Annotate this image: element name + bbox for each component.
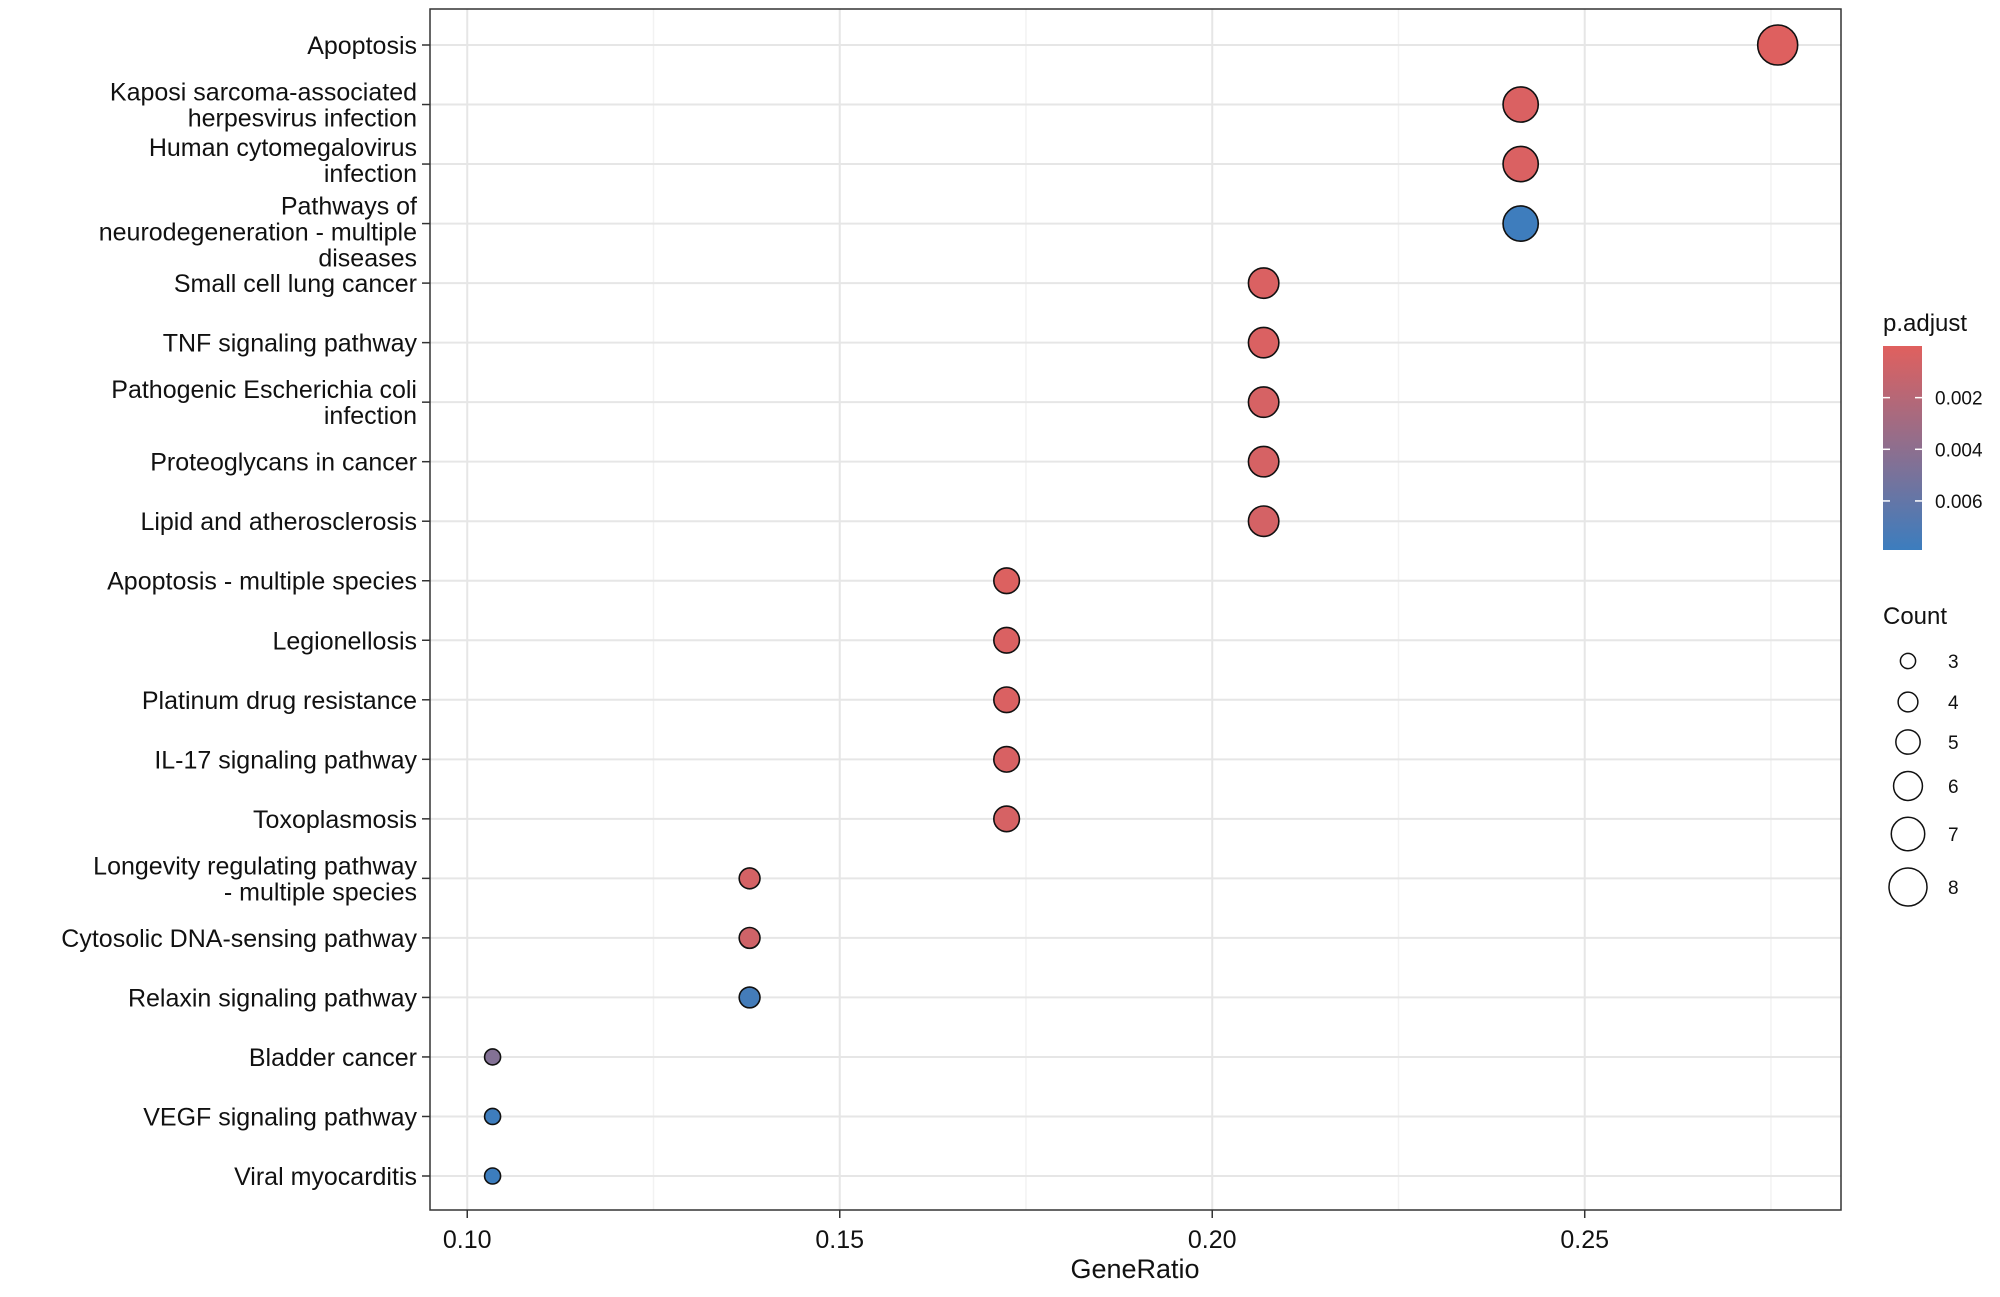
data-point: [483, 1048, 502, 1066]
data-point: [993, 567, 1021, 595]
y-tick-label: herpesvirus infection: [188, 105, 417, 133]
data-point: [1502, 86, 1540, 123]
y-tick-label: VEGF signaling pathway: [143, 1103, 417, 1131]
y-tick-label: Relaxin signaling pathway: [128, 984, 418, 1012]
size-legend-label: 7: [1948, 825, 1959, 846]
data-point: [1247, 326, 1280, 359]
y-tick-label: Toxoplasmosis: [253, 806, 417, 834]
y-tick-label: Kaposi sarcoma-associated: [110, 79, 417, 107]
x-tick-label: 0.20: [1188, 1226, 1237, 1254]
y-tick-label: Small cell lung cancer: [174, 270, 417, 298]
panel-background: [430, 9, 1841, 1210]
data-point: [993, 805, 1021, 833]
y-tick-label: Cytosolic DNA-sensing pathway: [61, 925, 417, 953]
data-point: [483, 1107, 502, 1126]
y-tick-label: Human cytomegalovirus: [149, 134, 417, 162]
y-tick-label: Legionellosis: [272, 627, 417, 655]
color-bar-tick-label: 0.006: [1935, 492, 1983, 513]
y-tick-label: infection: [324, 160, 417, 188]
data-points: [483, 24, 1799, 1185]
y-tick-label: - multiple species: [224, 878, 417, 906]
x-axis-title: GeneRatio: [1070, 1254, 1199, 1284]
data-point: [1247, 386, 1280, 419]
y-tick-label: Platinum drug resistance: [142, 687, 417, 715]
y-tick-label: infection: [324, 402, 417, 430]
y-tick-label: neurodegeneration - multiple: [99, 219, 417, 247]
data-point: [738, 926, 761, 950]
y-tick-label: Apoptosis - multiple species: [107, 568, 417, 596]
size-legend-label: 8: [1948, 878, 1959, 899]
size-legend-circle: [1895, 729, 1921, 755]
y-tick-label: TNF signaling pathway: [163, 330, 418, 358]
data-point: [1247, 445, 1280, 478]
data-point: [738, 986, 761, 1009]
data-point: [1502, 205, 1540, 242]
x-tick-label: 0.10: [443, 1226, 492, 1254]
grid-lines: [430, 9, 1841, 1210]
size-legend-title: Count: [1883, 603, 1947, 630]
size-legend-circle: [1890, 816, 1926, 852]
size-legend-label: 6: [1948, 777, 1959, 798]
data-point: [1502, 145, 1540, 183]
data-point: [1247, 267, 1280, 300]
data-point: [738, 867, 761, 890]
y-tick-label: Viral myocarditis: [234, 1163, 417, 1191]
data-point: [1247, 505, 1280, 538]
x-tick-label: 0.15: [815, 1226, 864, 1254]
size-legend-label: 3: [1948, 652, 1959, 673]
y-tick-label: Proteoglycans in cancer: [150, 449, 417, 477]
size-legend-circle: [1899, 652, 1917, 670]
y-tick-label: Bladder cancer: [249, 1044, 417, 1072]
size-legend-label: 5: [1948, 733, 1959, 754]
data-point: [993, 686, 1021, 714]
size-legend: Count 3 4 5 6 7 8: [1883, 603, 1959, 907]
data-point: [1756, 24, 1799, 66]
y-tick-label: Longevity regulating pathway: [93, 852, 417, 880]
size-legend-circle: [1897, 691, 1919, 713]
color-legend-title: p.adjust: [1883, 310, 1967, 337]
size-legend-circle: [1892, 770, 1924, 802]
color-bar-tick-label: 0.004: [1935, 440, 1983, 461]
y-tick-label: Pathways of: [281, 193, 417, 221]
y-tick-label: Lipid and atherosclerosis: [140, 508, 417, 536]
color-bar-tick-label: 0.002: [1935, 389, 1983, 410]
color-legend: p.adjust 0.002 0.004 0.006: [1883, 310, 1983, 550]
y-tick-label: diseases: [318, 245, 417, 273]
y-tick-label: Apoptosis: [307, 32, 417, 60]
data-point: [993, 745, 1021, 773]
size-legend-label: 4: [1948, 693, 1959, 714]
panel-border: [429, 8, 1842, 1211]
y-tick-label: IL-17 signaling pathway: [154, 746, 417, 774]
data-point: [483, 1167, 502, 1185]
y-axis-labels: Apoptosis Kaposi sarcoma-associatedherpes…: [61, 32, 430, 1191]
data-point: [993, 626, 1021, 654]
size-legend-circle: [1888, 867, 1928, 907]
y-tick-label: Pathogenic Escherichia coli: [111, 376, 417, 404]
x-axis: 0.10 0.15 0.20 0.25: [443, 1210, 1609, 1254]
x-tick-label: 0.25: [1560, 1226, 1609, 1254]
color-bar: [1883, 346, 1922, 550]
